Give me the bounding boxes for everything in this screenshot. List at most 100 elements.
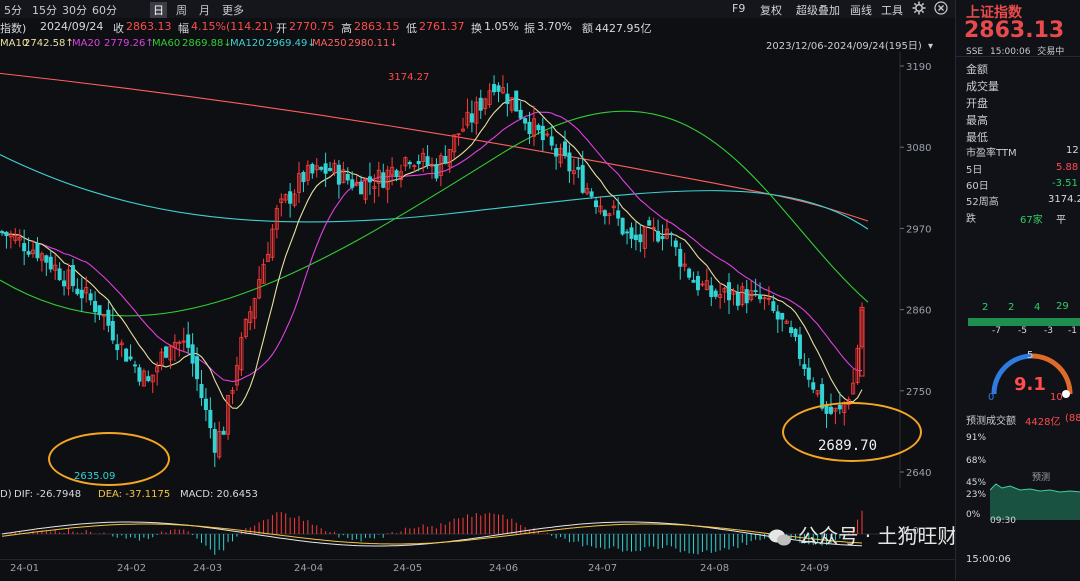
candle-body <box>492 84 497 93</box>
candle-body <box>124 348 129 362</box>
vib-label: 振 <box>524 22 535 35</box>
candle-body <box>44 255 49 263</box>
candle-body <box>17 237 22 241</box>
tab-15min[interactable]: 15分 <box>32 4 57 17</box>
gauge-max: 10 <box>1050 392 1063 403</box>
pe-label: 市盈率TTM <box>966 148 1017 159</box>
x-tick: 24-06 <box>489 563 519 574</box>
candle-body <box>88 293 93 301</box>
x-axis: 24-01 24-02 24-03 24-04 24-05 24-06 24-0… <box>0 559 955 581</box>
close-label: 收 <box>113 22 124 35</box>
candle-body <box>700 283 705 286</box>
candle-body <box>350 179 355 188</box>
candle-body <box>119 342 124 346</box>
fuquan-button[interactable]: 复权 <box>760 4 782 17</box>
candle-body <box>97 305 102 316</box>
date-range[interactable]: 2023/12/06-2024/09/24(195日) ▾ <box>766 37 933 52</box>
tab-more[interactable]: 更多 <box>222 4 244 17</box>
tab-30min[interactable]: 30分 <box>62 4 87 17</box>
quote-side-panel: 上证指数 2863.13 SSE 15:00:06 交易中 金额 成交量 开盘 … <box>955 0 1080 580</box>
macd-value: MACD: 20.6453 <box>180 489 258 500</box>
candle-body <box>137 367 142 382</box>
candle-body <box>771 301 776 311</box>
watermark-text: 公众号 · 土狗旺财 <box>798 524 958 548</box>
candle-body <box>106 309 111 326</box>
overlay-button[interactable]: 超级叠加 <box>796 4 840 17</box>
dist-axis: -3 <box>1044 326 1053 336</box>
candle-body <box>554 148 559 157</box>
candle-body <box>53 264 58 271</box>
candle-body <box>589 191 594 197</box>
w52-value: 3174.2 <box>1048 194 1080 205</box>
candle-body <box>421 152 426 162</box>
x-tick: 24-05 <box>393 563 423 574</box>
high-row-label: 最高 <box>966 114 988 127</box>
tools-button[interactable]: 工具 <box>881 4 903 17</box>
candle-body <box>292 193 297 206</box>
candle-body <box>642 226 647 249</box>
candle-body <box>753 290 758 292</box>
ma10-line <box>1 97 863 409</box>
forecast-value: 4428亿 <box>1025 417 1061 428</box>
tab-month[interactable]: 月 <box>199 4 210 17</box>
candle-body <box>195 356 200 380</box>
d60-label: 60日 <box>966 181 989 192</box>
candle-body <box>620 217 625 235</box>
candle-body <box>252 298 257 319</box>
candle-body <box>172 341 177 349</box>
d5-label: 5日 <box>966 165 983 176</box>
candle-body <box>602 210 607 217</box>
candle-body <box>496 85 501 92</box>
amount-row-label: 金额 <box>966 63 988 76</box>
candle-body <box>110 321 115 341</box>
macd-chart[interactable]: 0.0 <box>0 502 955 559</box>
fall-value: 67家 <box>1020 215 1043 226</box>
candle-body <box>394 170 399 177</box>
candle-body <box>199 383 204 399</box>
high-label: 高 <box>341 22 352 35</box>
kline-chart[interactable]: 3190 3080 2970 2860 2750 2640 3174.27 2635.09… <box>0 52 955 488</box>
wechat-icon <box>768 528 792 548</box>
f9-button[interactable]: F9 <box>732 2 746 15</box>
x-tick: 24-07 <box>588 563 618 574</box>
candle-body <box>425 156 430 166</box>
dist-count: 29 <box>1056 301 1069 312</box>
candle-body <box>514 90 519 112</box>
low-label: 低 <box>406 22 417 35</box>
forecast-label: 预测成交额 <box>966 416 1016 427</box>
exchange-status: SSE 15:00:06 交易中 <box>966 44 1064 57</box>
candle-body <box>775 311 780 320</box>
tab-5min[interactable]: 5分 <box>4 4 22 17</box>
candle-body <box>483 98 488 109</box>
candle-body <box>780 312 785 320</box>
close-icon[interactable] <box>934 1 948 18</box>
candle-body <box>314 165 319 171</box>
chevron-down-icon[interactable]: ▾ <box>927 41 933 52</box>
tab-60min[interactable]: 60分 <box>92 4 117 17</box>
candle-body <box>283 194 288 201</box>
volume-row-label: 成交量 <box>966 80 999 93</box>
gear-icon[interactable] <box>912 1 926 18</box>
tab-day[interactable]: 日 <box>150 2 167 18</box>
toolbar: 5分 15分 30分 60分 日 周 月 更多 F9 复权 超级叠加 画线 工具 <box>0 0 955 19</box>
low-row-label: 最低 <box>966 131 988 144</box>
quote-date: 2024/09/24 <box>40 20 104 33</box>
candle-body <box>691 279 696 283</box>
candle-body <box>381 172 386 188</box>
candle-body <box>500 87 505 94</box>
draw-line-button[interactable]: 画线 <box>850 4 872 17</box>
candle-body <box>576 167 581 170</box>
candle-body <box>4 231 9 237</box>
candle-body <box>452 134 457 153</box>
fall-label: 跌 <box>966 214 976 225</box>
pct-tick: 45% <box>966 478 987 488</box>
candle-body <box>536 124 541 131</box>
candle-body <box>731 290 736 295</box>
tab-week[interactable]: 周 <box>176 4 187 17</box>
amount-value: 4427.95亿 <box>595 22 652 35</box>
candle-body <box>434 163 439 179</box>
forecast-tag: 预测 <box>1032 473 1051 483</box>
candle-body <box>607 213 612 217</box>
candle-body <box>687 268 692 278</box>
candle-body <box>212 429 217 453</box>
